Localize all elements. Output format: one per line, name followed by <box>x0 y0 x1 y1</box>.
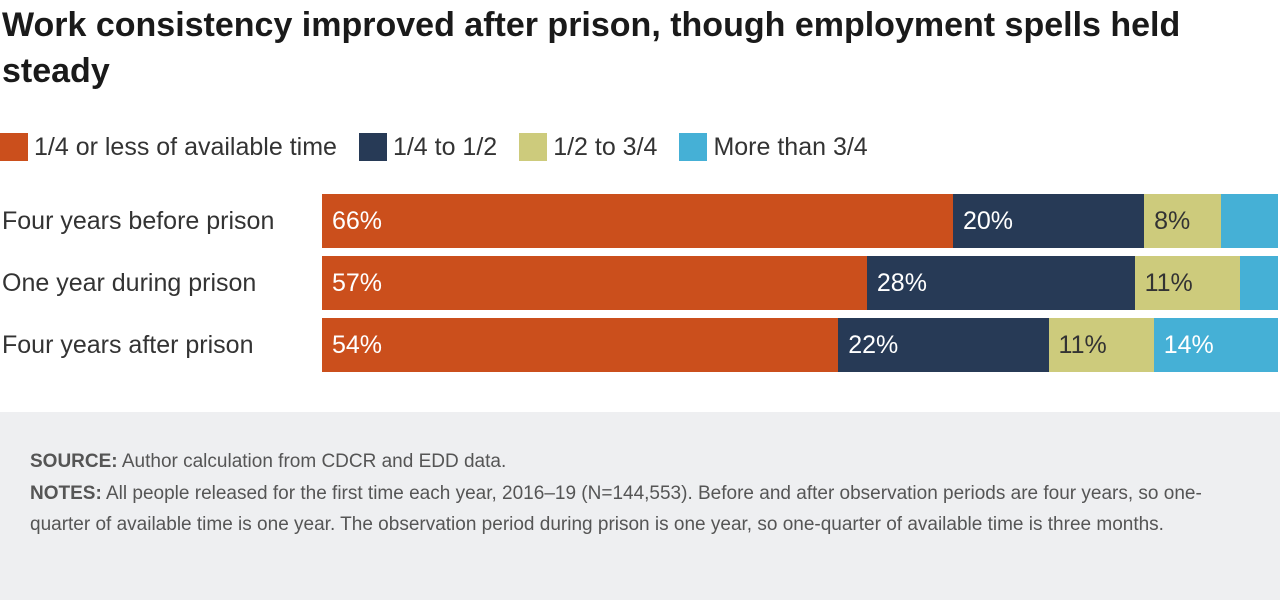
bar-segment-0-1 <box>952 194 1145 248</box>
legend-swatch-1 <box>358 133 387 161</box>
legend-label-3: More than 3/4 <box>713 132 868 161</box>
bar-row-2: 54% 22% 11% 14% <box>322 318 1278 372</box>
legend: 1/4 or less of available time 1/4 to 1/2 1… <box>0 130 890 164</box>
bar-segment-1-3 <box>1239 256 1278 310</box>
bar-segment-2-2 <box>1048 318 1154 372</box>
legend-item-0: 1/4 or less of available time <box>0 133 337 162</box>
source-line: SOURCE: Author calculation from CDCR and… <box>30 446 1255 478</box>
bar-segment-0-3 <box>1220 194 1278 248</box>
bar-segment-2-3 <box>1153 318 1278 372</box>
bar-segment-1-0 <box>322 256 867 310</box>
data-label-0-2: 8% <box>1154 207 1191 235</box>
category-label-0: Four years before prison <box>2 207 275 235</box>
bar-segment-0-0 <box>322 194 953 248</box>
source-label: SOURCE: <box>30 451 118 472</box>
data-label-2-1: 22% <box>848 331 899 359</box>
bar-row-1: 57% 28% 11% <box>322 256 1278 310</box>
bar-segment-1-1 <box>866 256 1135 310</box>
source-text: Author calculation from CDCR and EDD dat… <box>117 451 507 472</box>
legend-item-3: More than 3/4 <box>679 132 868 162</box>
bar-segment-2-1 <box>838 318 1049 372</box>
data-label-1-2: 11% <box>1144 269 1193 297</box>
category-label-2: Four years after prison <box>2 331 254 359</box>
footer: SOURCE: Author calculation from CDCR and… <box>0 412 1280 600</box>
bar-segment-2-0 <box>322 318 839 372</box>
legend-item-1: 1/4 to 1/2 <box>358 132 498 162</box>
legend-label-0: 1/4 or less of available time <box>34 132 337 161</box>
category-label-1: One year during prison <box>2 269 257 297</box>
footer-text: SOURCE: Author calculation from CDCR and… <box>30 446 1255 541</box>
data-label-2-2: 11% <box>1058 331 1107 359</box>
notes-label: NOTES: <box>30 482 102 504</box>
bar-segment-0-2 <box>1144 194 1221 248</box>
legend-swatch-2 <box>519 133 548 161</box>
data-label-0-0: 66% <box>332 207 383 235</box>
chart-title: Work consistency improved after prison, … <box>2 6 1181 90</box>
legend-item-2: 1/2 to 3/4 <box>519 133 657 162</box>
legend-swatch-0 <box>0 133 28 161</box>
legend-label-2: 1/2 to 3/4 <box>553 132 658 161</box>
data-label-1-0: 57% <box>332 269 383 297</box>
bar-row-0: 66% 20% 8% <box>322 194 1278 248</box>
notes-line: NOTES: All people released for the first… <box>30 478 1255 541</box>
legend-swatch-3 <box>679 133 708 161</box>
data-label-2-0: 54% <box>332 331 383 359</box>
data-label-2-3: 14% <box>1163 331 1214 359</box>
bar-segment-1-2 <box>1134 256 1240 310</box>
legend-label-1: 1/4 to 1/2 <box>392 132 498 161</box>
notes-text: All people released for the first time e… <box>30 482 1202 536</box>
data-label-0-1: 20% <box>962 207 1013 235</box>
data-label-1-1: 28% <box>876 269 927 297</box>
